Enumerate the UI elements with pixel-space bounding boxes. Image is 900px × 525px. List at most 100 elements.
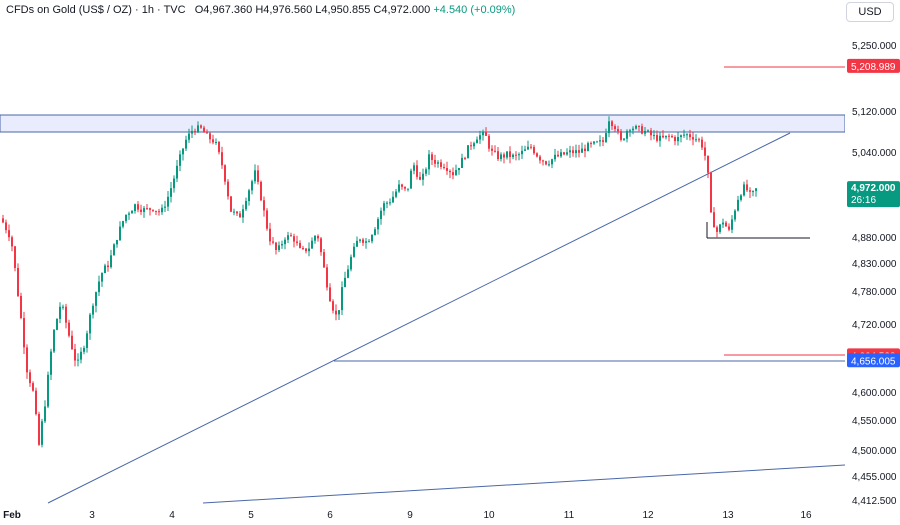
candle[interactable] <box>230 196 232 213</box>
candle[interactable] <box>167 191 169 211</box>
candle[interactable] <box>443 163 445 170</box>
candle[interactable] <box>170 182 172 203</box>
candle[interactable] <box>533 144 535 155</box>
candle[interactable] <box>665 135 667 140</box>
symbol-name[interactable]: CFDs on Gold (US$ / OZ) <box>6 4 132 16</box>
interval-label[interactable]: 1h <box>141 4 154 16</box>
lower-trend-line[interactable] <box>202 464 846 504</box>
candle[interactable] <box>431 151 433 165</box>
candle[interactable] <box>416 160 418 180</box>
candle[interactable] <box>92 303 94 319</box>
candle[interactable] <box>554 148 556 162</box>
candle[interactable] <box>476 136 478 144</box>
candle[interactable] <box>596 140 598 143</box>
candle[interactable] <box>344 271 346 288</box>
candle[interactable] <box>731 215 733 234</box>
candle[interactable] <box>122 220 124 229</box>
candle[interactable] <box>98 275 100 297</box>
candle[interactable] <box>71 330 73 351</box>
candle[interactable] <box>686 133 688 140</box>
candle[interactable] <box>647 129 649 133</box>
candle[interactable] <box>101 272 103 287</box>
candle[interactable] <box>437 160 439 168</box>
candle[interactable] <box>359 238 361 243</box>
candle[interactable] <box>530 144 532 150</box>
candle[interactable] <box>383 200 385 216</box>
candle[interactable] <box>521 145 523 159</box>
candle[interactable] <box>119 221 121 241</box>
candle[interactable] <box>635 124 637 130</box>
candle[interactable] <box>524 145 526 152</box>
candle[interactable] <box>239 210 241 218</box>
candle[interactable] <box>143 205 145 218</box>
candle[interactable] <box>311 237 313 249</box>
candle[interactable] <box>221 146 223 169</box>
candle[interactable] <box>293 233 295 248</box>
candle[interactable] <box>590 141 592 148</box>
candle[interactable] <box>17 263 19 297</box>
candle[interactable] <box>419 171 421 181</box>
candle[interactable] <box>227 179 229 200</box>
candle[interactable] <box>233 208 235 216</box>
candle[interactable] <box>680 134 682 143</box>
candle[interactable] <box>428 149 430 175</box>
candle[interactable] <box>563 151 565 156</box>
candle[interactable] <box>140 204 142 215</box>
candle[interactable] <box>560 148 562 158</box>
candle[interactable] <box>65 303 67 329</box>
candle[interactable] <box>698 137 700 143</box>
candle[interactable] <box>389 198 391 206</box>
candle[interactable] <box>14 245 16 272</box>
candle[interactable] <box>464 156 466 161</box>
candle[interactable] <box>26 344 28 379</box>
candle[interactable] <box>671 134 673 139</box>
candle[interactable] <box>137 201 139 213</box>
candle[interactable] <box>578 144 580 158</box>
candle[interactable] <box>272 237 274 245</box>
candle[interactable] <box>209 132 211 144</box>
candle[interactable] <box>752 190 754 197</box>
candle[interactable] <box>497 147 499 161</box>
candle[interactable] <box>482 129 484 141</box>
candle[interactable] <box>146 204 148 210</box>
candle[interactable] <box>188 128 190 143</box>
candle[interactable] <box>11 235 13 252</box>
candle[interactable] <box>575 144 577 158</box>
candle[interactable] <box>200 124 202 129</box>
candle[interactable] <box>320 237 322 256</box>
candle[interactable] <box>47 371 49 409</box>
price-badge[interactable]: 5,208.989 <box>847 58 900 73</box>
candle[interactable] <box>527 140 529 151</box>
candle[interactable] <box>401 183 403 190</box>
candle[interactable] <box>245 197 247 212</box>
candle[interactable] <box>59 302 61 324</box>
candle[interactable] <box>587 141 589 152</box>
candle[interactable] <box>206 129 208 134</box>
candle[interactable] <box>374 227 376 236</box>
candle[interactable] <box>629 128 631 137</box>
candle[interactable] <box>107 260 109 272</box>
candle[interactable] <box>380 207 382 225</box>
candle[interactable] <box>305 248 307 254</box>
candle[interactable] <box>251 179 253 195</box>
candle[interactable] <box>260 180 262 202</box>
candle[interactable] <box>746 179 748 192</box>
candle[interactable] <box>278 241 280 253</box>
candle[interactable] <box>104 263 106 274</box>
candle[interactable] <box>704 141 706 161</box>
candle[interactable] <box>566 148 568 156</box>
candle[interactable] <box>8 224 10 241</box>
candle[interactable] <box>653 130 655 140</box>
candle[interactable] <box>5 219 7 234</box>
candle[interactable] <box>182 148 184 161</box>
candle[interactable] <box>458 167 460 175</box>
candle[interactable] <box>62 304 64 310</box>
candle[interactable] <box>362 237 364 246</box>
candle[interactable] <box>56 318 58 331</box>
candle[interactable] <box>356 236 358 247</box>
candle[interactable] <box>410 168 412 189</box>
candle[interactable] <box>494 145 496 153</box>
candle[interactable] <box>545 160 547 166</box>
